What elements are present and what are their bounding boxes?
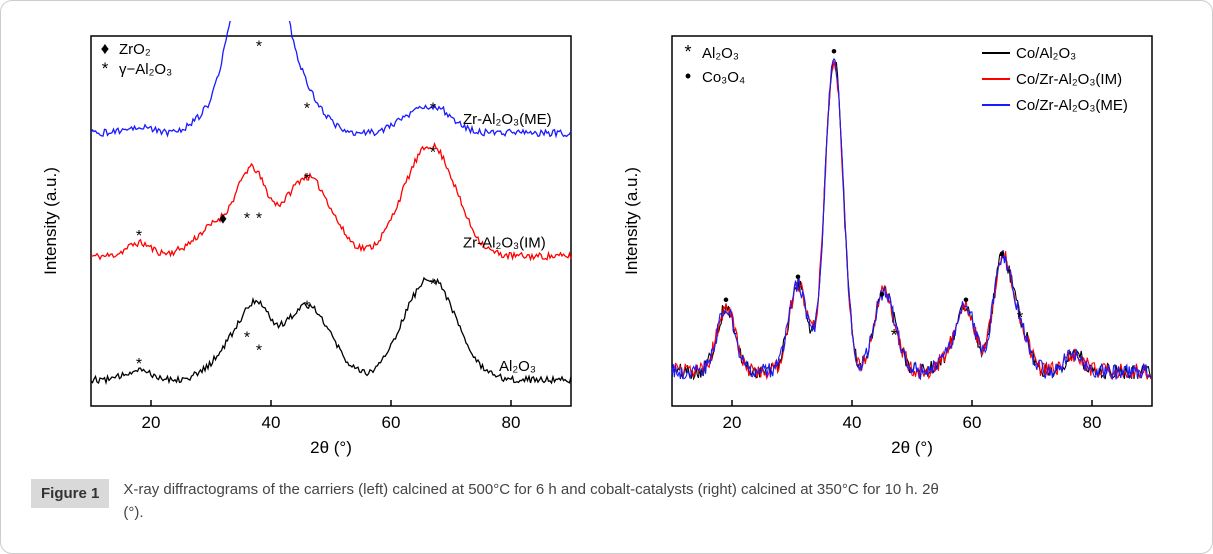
svg-text:60: 60	[962, 413, 981, 432]
svg-text:*: *	[244, 329, 250, 346]
svg-text:*: *	[244, 210, 250, 227]
svg-text:•: •	[684, 66, 690, 86]
svg-text:*: *	[256, 343, 262, 360]
svg-text:80: 80	[1082, 413, 1101, 432]
svg-text:•: •	[723, 291, 729, 310]
caption-row: Figure 1 X-ray diffractograms of the car…	[31, 479, 1182, 524]
svg-text:Intensity (a.u.): Intensity (a.u.)	[622, 167, 641, 275]
svg-text:*: *	[684, 42, 691, 62]
svg-text:*: *	[256, 210, 262, 227]
svg-text:*: *	[430, 276, 436, 293]
svg-text:Al₂O₃: Al₂O₃	[499, 358, 536, 375]
figure-label-badge: Figure 1	[31, 479, 109, 508]
svg-text:♦: ♦	[219, 210, 227, 227]
xrd-chart-catalysts: 20 40 60 80 2θ (°) Intensity (a.u.) • • • • * • • * * A…	[612, 21, 1172, 461]
svg-text:*: *	[890, 325, 897, 344]
svg-text:40: 40	[262, 413, 281, 432]
svg-text:*: *	[256, 39, 262, 56]
svg-text:40: 40	[842, 413, 861, 432]
svg-text:*: *	[304, 171, 310, 188]
figure-container: 20 40 60 80 2θ (°) Intensity (a.u.) * * * Zr-Al₂O…	[0, 0, 1213, 554]
svg-text:•: •	[831, 42, 837, 61]
svg-text:*: *	[304, 100, 310, 117]
svg-text:Co/Zr-Al₂O₃(IM): Co/Zr-Al₂O₃(IM)	[1016, 71, 1122, 88]
chart-right-box: 20 40 60 80 2θ (°) Intensity (a.u.) • • • • * • • * * A…	[612, 21, 1183, 461]
svg-text:*: *	[304, 299, 310, 316]
svg-text:•: •	[795, 268, 801, 287]
xrd-chart-carriers: 20 40 60 80 2θ (°) Intensity (a.u.) * * * Zr-Al₂O…	[31, 21, 591, 461]
svg-text:80: 80	[502, 413, 521, 432]
svg-text:Al₂O₃: Al₂O₃	[702, 45, 739, 62]
svg-text:*: *	[1016, 308, 1023, 327]
svg-text:*: *	[102, 59, 109, 78]
svg-text:Co/Al₂O₃: Co/Al₂O₃	[1016, 45, 1076, 62]
svg-text:Co₃O₄: Co₃O₄	[702, 69, 745, 86]
svg-text:*: *	[136, 228, 142, 245]
svg-text:2θ (°): 2θ (°)	[310, 438, 352, 457]
svg-text:60: 60	[382, 413, 401, 432]
svg-text:*: *	[430, 100, 436, 117]
svg-text:20: 20	[722, 413, 741, 432]
figure-caption-text: X-ray diffractograms of the carriers (le…	[123, 479, 943, 524]
svg-text:γ−Al₂O₃: γ−Al₂O₃	[119, 61, 172, 78]
svg-text:Zr-Al₂O₃(ME): Zr-Al₂O₃(ME)	[463, 111, 552, 128]
svg-text:Intensity (a.u.): Intensity (a.u.)	[41, 167, 60, 275]
chart-left-box: 20 40 60 80 2θ (°) Intensity (a.u.) * * * Zr-Al₂O…	[31, 21, 602, 461]
svg-text:♦: ♦	[101, 39, 110, 58]
svg-text:*: *	[136, 356, 142, 373]
svg-text:•: •	[999, 244, 1005, 263]
svg-text:*: *	[430, 144, 436, 161]
svg-text:ZrO₂: ZrO₂	[119, 41, 151, 58]
charts-row: 20 40 60 80 2θ (°) Intensity (a.u.) * * * Zr-Al₂O…	[31, 21, 1182, 461]
svg-text:20: 20	[142, 413, 161, 432]
svg-text:2θ (°): 2θ (°)	[891, 438, 933, 457]
svg-text:Zr-Al₂O₃(IM): Zr-Al₂O₃(IM)	[463, 234, 546, 251]
svg-text:•: •	[879, 285, 885, 304]
svg-text:•: •	[963, 291, 969, 310]
svg-text:Co/Zr-Al₂O₃(ME): Co/Zr-Al₂O₃(ME)	[1016, 97, 1128, 114]
